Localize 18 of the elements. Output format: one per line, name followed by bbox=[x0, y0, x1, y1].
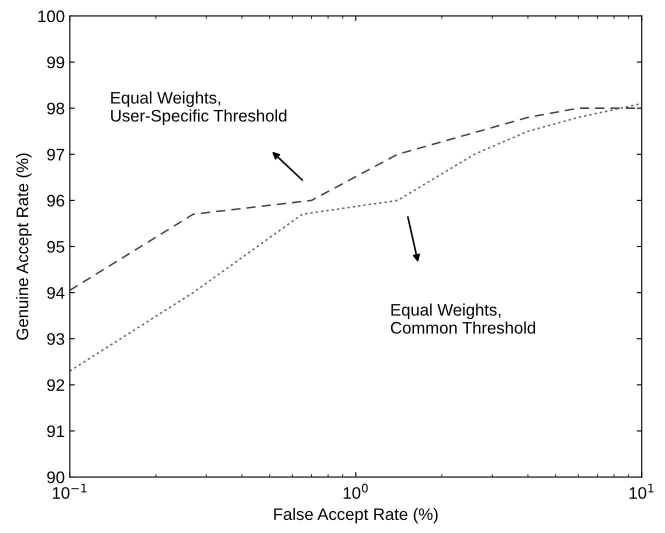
x-tick-label: 10$^{0}$ bbox=[344, 484, 368, 499]
y-axis-title: Genuine Accept Rate (%) bbox=[16, 154, 32, 340]
y-tick-label: 100 bbox=[38, 10, 64, 22]
y-tick-label: 92 bbox=[47, 379, 64, 392]
x-axis-title: False Accept Rate (%) bbox=[274, 508, 438, 524]
y-tick-label: 90 bbox=[47, 471, 64, 484]
x-tick-label: 10$^{−1}$ bbox=[52, 484, 86, 499]
y-tick-label: 91 bbox=[47, 425, 64, 438]
y-tick-label: 99 bbox=[47, 56, 64, 68]
annotation: Equal Weights, Common Threshold bbox=[390, 304, 536, 334]
y-tick-label: 97 bbox=[47, 148, 64, 161]
y-tick-label: 93 bbox=[47, 333, 64, 345]
x-tick-label: 10$^{1}$ bbox=[630, 484, 654, 499]
y-tick-label: 98 bbox=[47, 102, 64, 114]
y-tick-label: 96 bbox=[47, 194, 64, 207]
annotation: Equal Weights, User-Specific Threshold bbox=[111, 91, 286, 125]
y-tick-label: 94 bbox=[47, 287, 64, 299]
y-tick-label: 95 bbox=[47, 240, 64, 253]
